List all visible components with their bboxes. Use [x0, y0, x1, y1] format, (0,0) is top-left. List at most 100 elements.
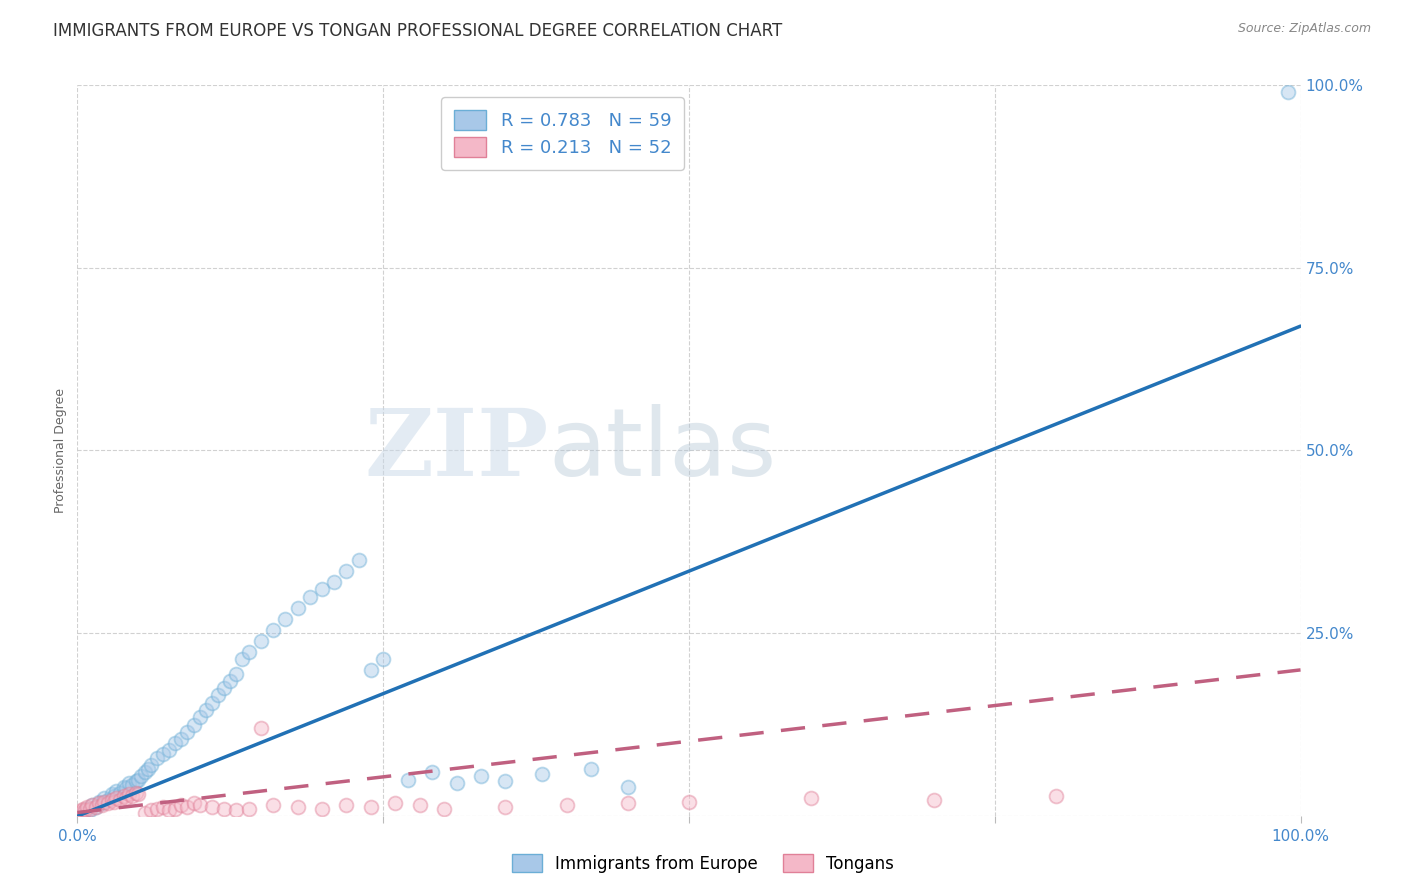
- Point: [165, 802, 187, 816]
- Point: [139, 758, 162, 772]
- Point: [115, 791, 138, 805]
- Point: [433, 802, 456, 816]
- Point: [274, 612, 297, 626]
- Point: [298, 590, 321, 604]
- Point: [127, 772, 149, 787]
- Point: [287, 800, 309, 814]
- Point: [165, 736, 187, 750]
- Point: [231, 652, 253, 666]
- Point: [207, 689, 229, 703]
- Point: [80, 798, 103, 813]
- Point: [176, 725, 198, 739]
- Point: [146, 802, 169, 816]
- Text: ZIP: ZIP: [364, 406, 548, 495]
- Point: [152, 747, 174, 761]
- Point: [262, 798, 284, 813]
- Text: Source: ZipAtlas.com: Source: ZipAtlas.com: [1237, 22, 1371, 36]
- Point: [105, 791, 128, 805]
- Point: [495, 774, 517, 789]
- Point: [420, 765, 443, 780]
- Point: [617, 780, 640, 794]
- Point: [170, 798, 193, 813]
- Point: [127, 787, 149, 801]
- Point: [76, 800, 98, 814]
- Point: [112, 780, 135, 794]
- Point: [84, 800, 107, 814]
- Point: [470, 769, 492, 783]
- Point: [170, 732, 193, 747]
- Point: [108, 793, 131, 807]
- Point: [188, 710, 211, 724]
- Point: [176, 800, 198, 814]
- Point: [678, 795, 700, 809]
- Point: [212, 802, 235, 816]
- Point: [311, 802, 333, 816]
- Point: [93, 791, 115, 805]
- Point: [108, 786, 131, 800]
- Point: [80, 798, 103, 813]
- Point: [183, 796, 205, 810]
- Point: [250, 633, 273, 648]
- Point: [136, 762, 159, 776]
- Point: [76, 802, 98, 816]
- Point: [371, 652, 394, 666]
- Point: [922, 793, 945, 807]
- Point: [225, 666, 247, 681]
- Point: [72, 802, 94, 816]
- Legend: Immigrants from Europe, Tongans: Immigrants from Europe, Tongans: [505, 847, 901, 880]
- Point: [335, 798, 357, 813]
- Point: [238, 802, 260, 816]
- Point: [555, 798, 578, 813]
- Point: [323, 575, 346, 590]
- Point: [531, 766, 554, 780]
- Point: [90, 796, 112, 810]
- Point: [79, 803, 101, 817]
- Point: [125, 774, 148, 789]
- Point: [617, 796, 640, 810]
- Point: [103, 795, 125, 809]
- Point: [212, 681, 235, 696]
- Point: [800, 791, 823, 805]
- Point: [446, 776, 468, 790]
- Point: [97, 796, 120, 810]
- Point: [238, 644, 260, 658]
- Y-axis label: Professional Degree: Professional Degree: [53, 388, 67, 513]
- Point: [396, 772, 419, 787]
- Point: [105, 783, 128, 797]
- Point: [115, 781, 138, 796]
- Point: [103, 789, 125, 803]
- Point: [134, 805, 156, 820]
- Point: [89, 795, 111, 809]
- Point: [335, 564, 357, 578]
- Point: [409, 798, 432, 813]
- Point: [90, 798, 112, 813]
- Point: [384, 796, 406, 810]
- Point: [495, 800, 517, 814]
- Point: [89, 796, 111, 810]
- Point: [93, 795, 115, 809]
- Point: [97, 793, 120, 807]
- Point: [121, 789, 143, 803]
- Point: [112, 789, 135, 803]
- Point: [183, 717, 205, 731]
- Point: [262, 623, 284, 637]
- Point: [157, 803, 180, 817]
- Text: IMMIGRANTS FROM EUROPE VS TONGAN PROFESSIONAL DEGREE CORRELATION CHART: IMMIGRANTS FROM EUROPE VS TONGAN PROFESS…: [53, 22, 783, 40]
- Point: [125, 786, 148, 800]
- Point: [201, 800, 224, 814]
- Point: [69, 805, 91, 820]
- Point: [146, 750, 169, 764]
- Point: [73, 803, 96, 817]
- Text: atlas: atlas: [548, 404, 776, 497]
- Point: [70, 803, 93, 817]
- Point: [121, 779, 143, 793]
- Point: [118, 776, 141, 790]
- Point: [287, 600, 309, 615]
- Point: [194, 703, 217, 717]
- Point: [201, 696, 224, 710]
- Point: [134, 765, 156, 780]
- Point: [100, 793, 122, 807]
- Point: [360, 800, 382, 814]
- Point: [347, 553, 370, 567]
- Point: [152, 800, 174, 814]
